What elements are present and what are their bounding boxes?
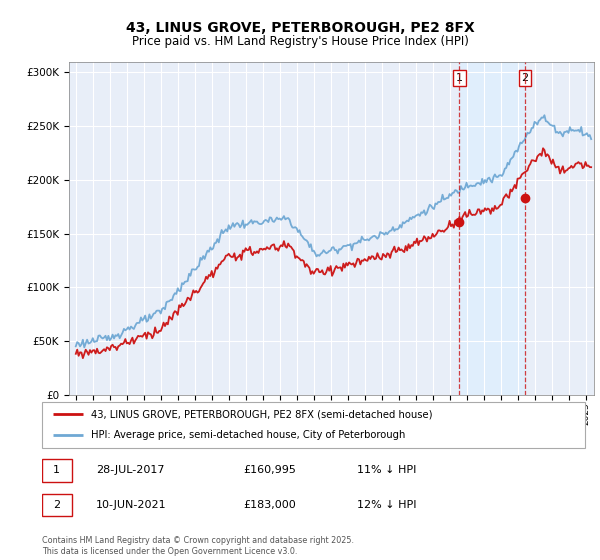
Text: 2: 2: [53, 500, 60, 510]
Text: HPI: Average price, semi-detached house, City of Peterborough: HPI: Average price, semi-detached house,…: [91, 430, 405, 440]
Text: 1: 1: [53, 465, 60, 475]
Text: Price paid vs. HM Land Registry's House Price Index (HPI): Price paid vs. HM Land Registry's House …: [131, 35, 469, 48]
Text: 28-JUL-2017: 28-JUL-2017: [97, 465, 165, 475]
Text: 43, LINUS GROVE, PETERBOROUGH, PE2 8FX: 43, LINUS GROVE, PETERBOROUGH, PE2 8FX: [125, 21, 475, 35]
Text: 10-JUN-2021: 10-JUN-2021: [97, 500, 167, 510]
Text: 11% ↓ HPI: 11% ↓ HPI: [357, 465, 416, 475]
Text: £160,995: £160,995: [243, 465, 296, 475]
Text: Contains HM Land Registry data © Crown copyright and database right 2025.
This d: Contains HM Land Registry data © Crown c…: [42, 536, 354, 556]
Text: 12% ↓ HPI: 12% ↓ HPI: [357, 500, 416, 510]
FancyBboxPatch shape: [42, 494, 72, 516]
Text: 1: 1: [456, 73, 463, 83]
Text: £183,000: £183,000: [243, 500, 296, 510]
FancyBboxPatch shape: [42, 402, 585, 448]
Text: 43, LINUS GROVE, PETERBOROUGH, PE2 8FX (semi-detached house): 43, LINUS GROVE, PETERBOROUGH, PE2 8FX (…: [91, 409, 433, 419]
Text: 2: 2: [521, 73, 529, 83]
Bar: [459, 62, 525, 395]
FancyBboxPatch shape: [42, 459, 72, 482]
